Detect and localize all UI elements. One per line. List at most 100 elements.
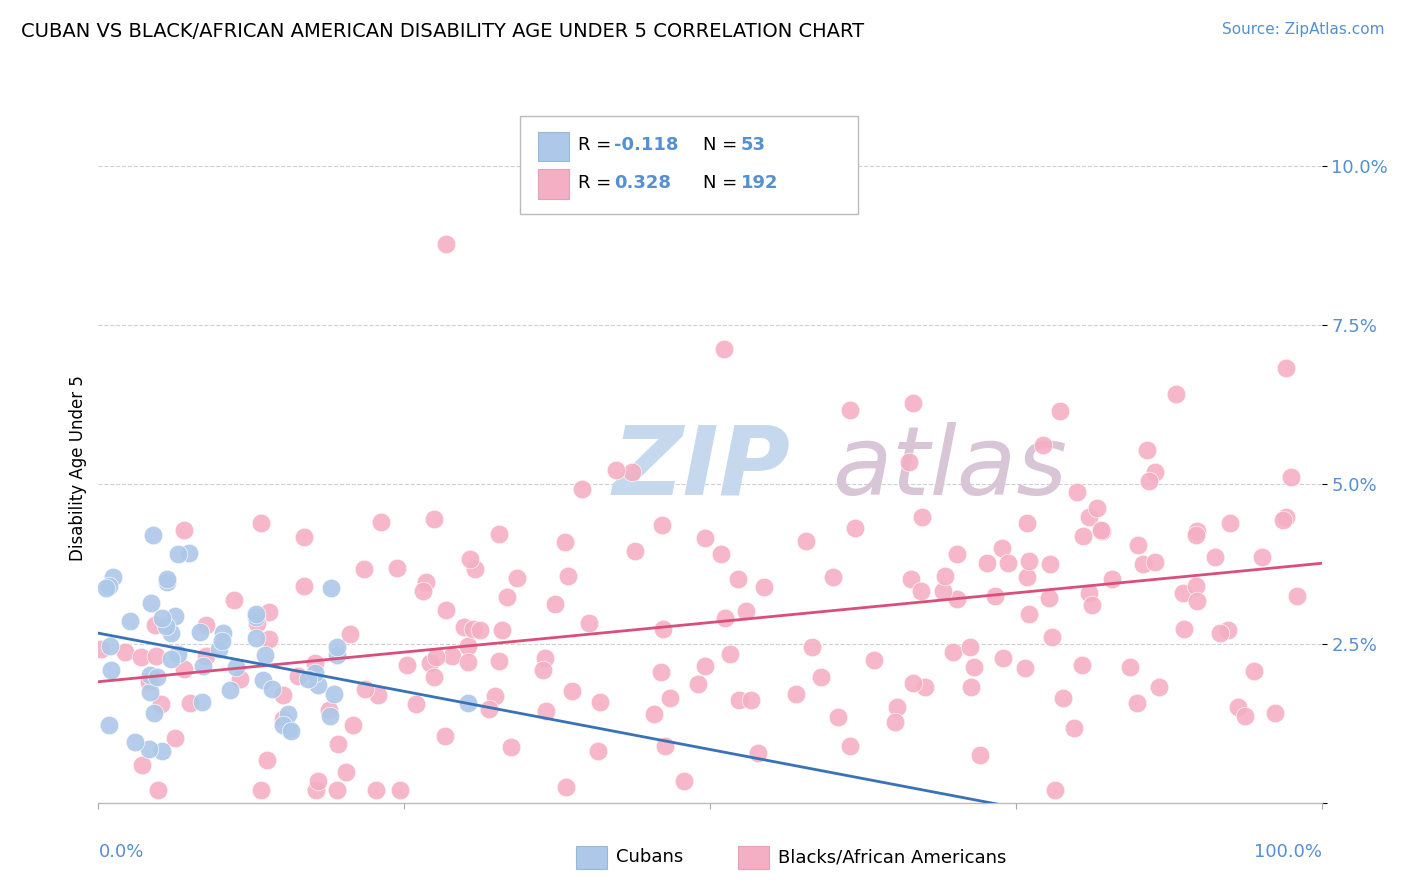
Point [415,575,437,590]
Point [458,552,481,566]
Point [260,682,283,697]
Point [98,640,121,654]
Point [488,526,510,541]
Point [643,707,665,722]
Point [335,764,357,779]
Point [1017,516,1039,531]
Point [1136,442,1159,457]
Point [1149,681,1171,695]
Point [131,758,153,772]
Point [561,684,583,698]
Point [652,622,675,636]
Point [405,697,427,711]
Point [884,715,907,730]
Point [1251,549,1274,564]
Point [1185,594,1208,608]
Y-axis label: Disability Age Under 5: Disability Age Under 5 [69,376,87,561]
Point [491,623,513,637]
Point [167,647,190,661]
Point [898,455,921,469]
Point [271,717,294,731]
Point [149,697,172,711]
Point [654,739,676,753]
Point [304,657,326,671]
Point [156,572,179,586]
Point [710,547,733,561]
Point [305,783,328,797]
Point [555,780,578,794]
Point [322,687,344,701]
Point [271,713,294,727]
Point [588,744,610,758]
Point [754,580,776,594]
Point [1018,554,1040,568]
Point [418,656,440,670]
Point [271,689,294,703]
Point [727,572,749,586]
Text: Source: ZipAtlas.com: Source: ZipAtlas.com [1222,22,1385,37]
Point [146,670,169,684]
Point [686,677,709,691]
Point [557,569,579,583]
Text: Cubans: Cubans [616,848,683,866]
Point [734,604,756,618]
Point [90,642,112,657]
Point [219,682,242,697]
Text: 53: 53 [741,136,766,154]
Point [250,516,273,530]
Point [1173,622,1195,636]
Point [571,482,593,496]
Point [1219,516,1241,530]
Point [1227,700,1250,714]
Point [506,571,529,585]
Point [495,590,517,604]
Point [969,747,991,762]
Point [389,783,412,797]
Point [425,650,447,665]
Point [673,773,696,788]
Point [120,614,142,628]
Point [326,737,349,751]
Point [531,663,554,677]
Point [1078,586,1101,600]
Point [695,531,717,545]
Point [1171,585,1194,599]
Point [942,645,965,659]
Text: 0.328: 0.328 [614,174,672,192]
Point [1185,579,1208,593]
Point [191,695,214,709]
Point [453,620,475,634]
Point [1279,469,1302,483]
Point [412,583,434,598]
Point [1243,664,1265,678]
Point [1015,569,1038,583]
Point [1071,529,1094,543]
Point [245,631,267,645]
Point [1085,501,1108,516]
Point [1187,524,1209,538]
Point [1209,626,1232,640]
Point [863,653,886,667]
Point [839,739,862,753]
Point [534,651,557,665]
Point [659,690,682,705]
Point [589,695,612,709]
Point [434,603,457,617]
Point [318,703,340,717]
Point [1018,607,1040,621]
Point [827,710,849,724]
Point [257,606,280,620]
Text: N =: N = [703,136,742,154]
Text: CUBAN VS BLACK/AFRICAN AMERICAN DISABILITY AGE UNDER 5 CORRELATION CHART: CUBAN VS BLACK/AFRICAN AMERICAN DISABILI… [21,22,865,41]
Point [740,693,762,707]
Point [177,546,200,560]
Point [280,724,302,739]
Point [650,665,672,679]
Point [245,610,267,624]
Point [1040,630,1063,644]
Point [211,633,233,648]
Point [246,615,269,630]
Point [1090,524,1112,538]
Point [212,626,235,640]
Text: 192: 192 [741,174,779,192]
